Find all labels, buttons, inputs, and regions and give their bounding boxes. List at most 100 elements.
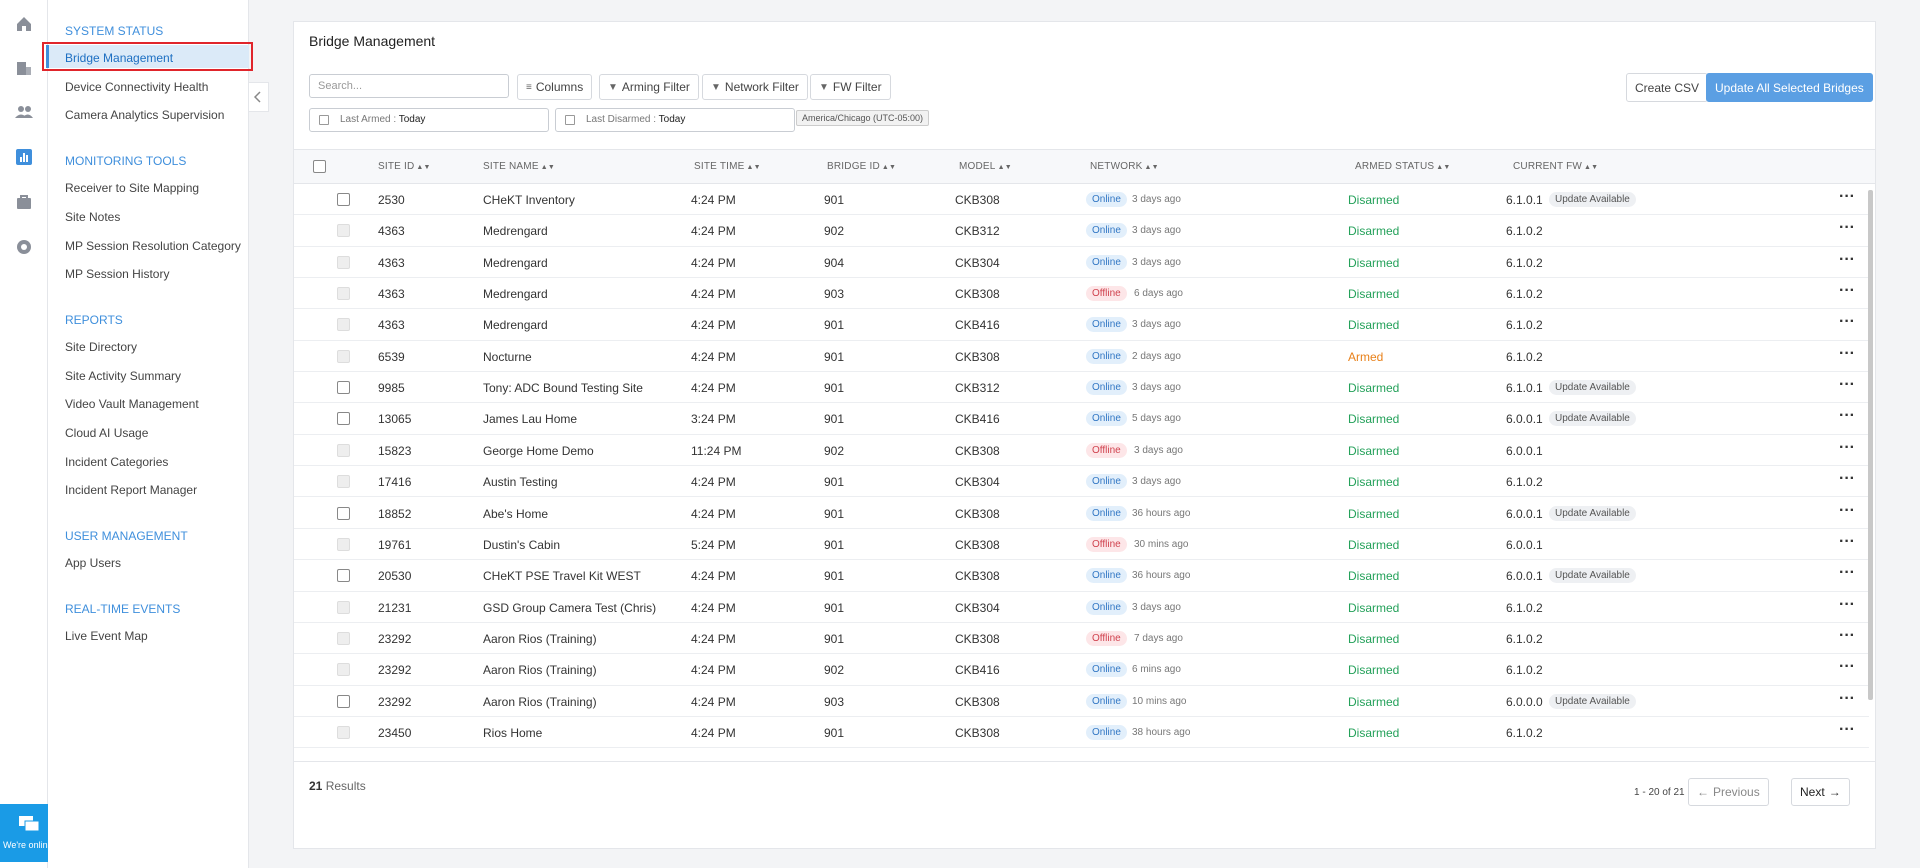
column-header[interactable]: SITE TIME ▲▼ xyxy=(694,150,761,184)
firmware: 6.0.0.0 xyxy=(1506,694,1543,709)
row-menu[interactable]: ··· xyxy=(1839,282,1855,300)
table-row[interactable]: 9985 Tony: ADC Bound Testing Site 4:24 PM 9… xyxy=(294,372,1869,404)
reports-icon[interactable] xyxy=(14,147,34,167)
date-input[interactable]: Last Disarmed : Today xyxy=(555,108,795,132)
row-checkbox[interactable] xyxy=(337,224,350,238)
row-checkbox[interactable] xyxy=(337,255,350,269)
row-menu[interactable]: ··· xyxy=(1839,407,1855,425)
table-row[interactable]: 15823 George Home Demo 11:24 PM 902 CKB308 Of… xyxy=(294,435,1869,467)
column-header[interactable]: ARMED STATUS ▲▼ xyxy=(1355,150,1451,184)
row-menu[interactable]: ··· xyxy=(1839,376,1855,394)
row-menu[interactable]: ··· xyxy=(1839,626,1855,644)
column-header[interactable]: SITE NAME ▲▼ xyxy=(483,150,555,184)
date-input[interactable]: Last Armed : Today xyxy=(309,108,549,132)
row-menu[interactable]: ··· xyxy=(1839,438,1855,456)
row-checkbox[interactable] xyxy=(337,349,350,363)
row-checkbox[interactable] xyxy=(337,287,350,301)
filter-button[interactable]: ▼ Network Filter xyxy=(702,74,808,100)
nav-item[interactable]: Receiver to Site Mapping xyxy=(65,181,200,196)
row-menu[interactable]: ··· xyxy=(1839,501,1855,519)
table-row[interactable]: 23292 Aaron Rios (Training) 4:24 PM 902 CKB4… xyxy=(294,654,1869,686)
table-row[interactable]: 13065 James Lau Home 3:24 PM 901 CKB416 Onlin… xyxy=(294,403,1869,435)
row-menu[interactable]: ··· xyxy=(1839,470,1855,488)
nav-item[interactable]: MP Session History xyxy=(65,267,170,282)
column-header[interactable]: BRIDGE ID ▲▼ xyxy=(827,150,896,184)
row-checkbox[interactable] xyxy=(337,537,350,551)
row-checkbox[interactable] xyxy=(337,600,350,614)
row-checkbox[interactable] xyxy=(337,443,350,457)
update-all-button[interactable]: Update All Selected Bridges xyxy=(1706,73,1873,102)
row-menu[interactable]: ··· xyxy=(1839,564,1855,582)
nav-item[interactable]: MP Session Resolution Category xyxy=(65,238,241,253)
nav-item[interactable]: Device Connectivity Health xyxy=(65,79,209,94)
nav-item[interactable]: Camera Analytics Supervision xyxy=(65,108,225,123)
row-checkbox[interactable] xyxy=(337,381,350,395)
nav-item[interactable]: Site Notes xyxy=(65,209,121,224)
row-checkbox[interactable] xyxy=(337,475,350,489)
section-title: MONITORING TOOLS xyxy=(65,154,187,169)
nav-item[interactable]: App Users xyxy=(65,556,122,571)
nav-item[interactable]: Incident Report Manager xyxy=(65,483,198,498)
select-all-checkbox[interactable] xyxy=(313,160,326,173)
row-checkbox[interactable] xyxy=(337,569,350,583)
table-row[interactable]: 17416 Austin Testing 4:24 PM 901 CKB304 Onlin… xyxy=(294,466,1869,498)
nav-item[interactable]: Site Activity Summary xyxy=(65,368,182,383)
row-checkbox[interactable] xyxy=(337,694,350,708)
scrollbar[interactable] xyxy=(1868,190,1873,700)
row-checkbox[interactable] xyxy=(337,663,350,677)
table-row[interactable]: 20530 CHeKT PSE Travel Kit WEST 4:24 PM 901… xyxy=(294,560,1869,592)
nav-item[interactable]: Site Directory xyxy=(65,339,138,354)
row-checkbox[interactable] xyxy=(337,412,350,426)
row-checkbox[interactable] xyxy=(337,725,350,739)
nav-item[interactable]: Bridge Management xyxy=(65,51,174,65)
row-menu[interactable]: ··· xyxy=(1839,344,1855,362)
row-checkbox[interactable] xyxy=(337,631,350,645)
row-menu[interactable]: ··· xyxy=(1839,532,1855,550)
row-checkbox[interactable] xyxy=(337,318,350,332)
row-checkbox[interactable] xyxy=(337,193,350,206)
bag-icon[interactable] xyxy=(14,192,34,212)
cell: CKB308 xyxy=(955,193,1000,207)
row-checkbox[interactable] xyxy=(337,506,350,520)
row-menu[interactable]: ··· xyxy=(1839,188,1855,205)
nav-item[interactable]: Cloud AI Usage xyxy=(65,426,149,440)
filter-button[interactable]: ▼ Arming Filter xyxy=(599,74,699,100)
table-row[interactable]: 23292 Aaron Rios (Training) 4:24 PM 903 CKB3… xyxy=(294,686,1869,717)
row-menu[interactable]: ··· xyxy=(1839,720,1855,738)
row-menu[interactable]: ··· xyxy=(1839,658,1855,676)
table-row[interactable]: 23292 Aaron Rios (Training) 4:24 PM 901 CKB3… xyxy=(294,623,1869,655)
filter-button[interactable]: ≡ Columns xyxy=(517,74,593,100)
settings-icon[interactable] xyxy=(14,237,34,257)
table-row[interactable]: 21231 GSD Group Camera Test (Chris) 4:24 P… xyxy=(294,592,1869,623)
nav-item[interactable]: Video Vault Management xyxy=(65,397,199,412)
table-row[interactable]: 19761 Dustin's Cabin 5:24 PM 901 CKB308 Offli… xyxy=(294,529,1869,561)
column-header[interactable]: SITE ID ▲▼ xyxy=(378,150,431,184)
users-icon[interactable] xyxy=(14,102,34,122)
row-menu[interactable]: ··· xyxy=(1839,313,1855,331)
building-icon[interactable] xyxy=(14,58,34,78)
search-input[interactable]: Search... xyxy=(309,74,509,98)
create-csv-button[interactable]: Create CSV xyxy=(1626,73,1709,102)
row-menu[interactable]: ··· xyxy=(1839,689,1855,707)
row-menu[interactable]: ··· xyxy=(1839,250,1855,268)
table-row[interactable]: 2530 CHeKT Inventory 4:24 PM 901 CKB308 Onlin… xyxy=(294,184,1869,216)
collapse-button[interactable] xyxy=(249,82,269,112)
previous-button[interactable]: ← Previous xyxy=(1688,778,1769,806)
column-header[interactable]: MODEL ▲▼ xyxy=(959,150,1012,184)
next-button[interactable]: Next → xyxy=(1791,778,1850,806)
nav-item[interactable]: Incident Categories xyxy=(65,454,169,469)
row-menu[interactable]: ··· xyxy=(1839,595,1855,613)
row-menu[interactable]: ··· xyxy=(1839,219,1855,237)
home-icon[interactable] xyxy=(14,14,34,34)
column-header[interactable]: NETWORK ▲▼ xyxy=(1090,150,1159,184)
column-header[interactable]: CURRENT FW ▲▼ xyxy=(1513,150,1598,184)
nav-item[interactable]: Live Event Map xyxy=(65,628,148,643)
filter-button[interactable]: ▼ FW Filter xyxy=(810,74,891,100)
